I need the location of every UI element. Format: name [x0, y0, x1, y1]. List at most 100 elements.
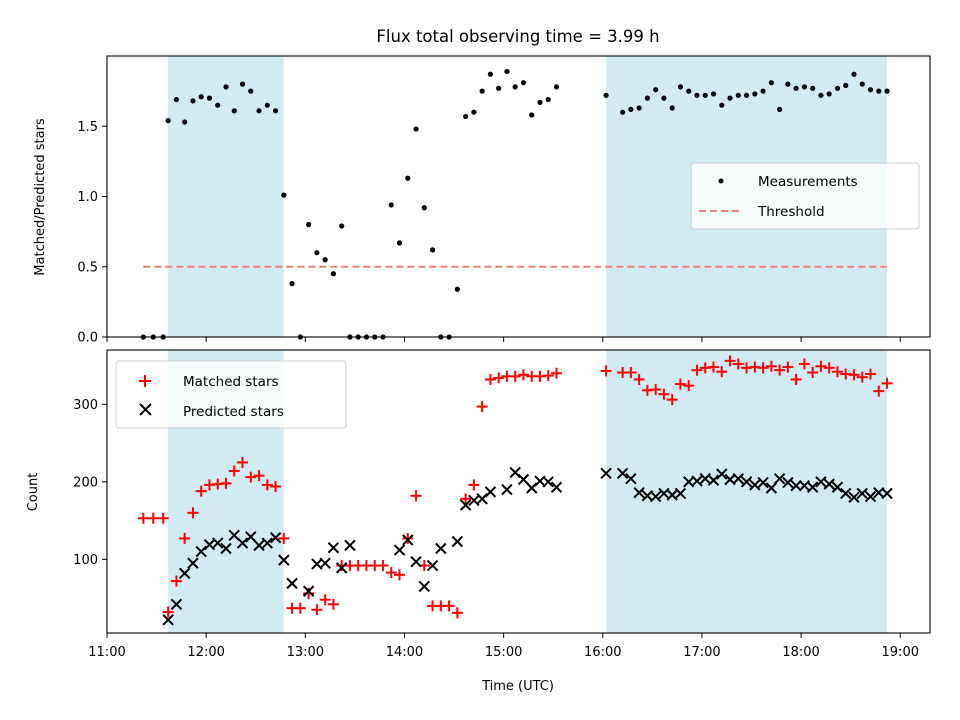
matched-star-point — [658, 388, 670, 400]
matched-star-point — [732, 358, 744, 370]
matched-star-point — [509, 370, 521, 382]
matched-star-point — [179, 532, 191, 544]
predicted-star-point — [864, 490, 877, 503]
predicted-star-point — [649, 490, 662, 503]
top-legend: Measurements Threshold — [690, 162, 920, 230]
measurement-point — [487, 71, 494, 77]
measurement-point — [620, 109, 626, 115]
matched-star-point — [385, 567, 397, 579]
predicted-star-point — [393, 544, 406, 556]
measurement-point — [463, 113, 469, 120]
bottom-axes: 100 200 300 11:00 12:00 13:00 14:00 15:00 16:00 1… — [73, 349, 931, 660]
measurement-point — [686, 88, 692, 94]
measurement-point — [545, 96, 551, 103]
matched-star-point — [815, 360, 827, 372]
top-panel: 0.0 0.5 1.0 1.5 Matched/Predicted stars Mea… — [33, 55, 931, 346]
matched-star-point — [319, 594, 331, 606]
matched-star-point — [270, 480, 282, 492]
matched-star-point — [757, 362, 769, 374]
matched-star-point — [600, 365, 612, 377]
measurement-point — [239, 81, 246, 87]
measurement-point — [752, 91, 758, 97]
predicted-star-point — [435, 542, 447, 555]
predicted-star-point — [187, 557, 199, 569]
measurement-point — [801, 84, 808, 90]
x-tick-label: 14:00 — [386, 645, 423, 660]
measurement-point — [702, 92, 708, 98]
measurement-point — [884, 88, 890, 94]
measurement-point — [851, 71, 857, 77]
matched-star-point — [451, 607, 463, 619]
measurement-point — [529, 112, 535, 118]
matched-star-point — [237, 456, 249, 468]
measurement-point — [215, 102, 221, 108]
predicted-star-point — [757, 476, 769, 489]
matched-star-point — [261, 479, 273, 491]
predicted-star-point — [517, 473, 530, 486]
predicted-star-point — [749, 479, 761, 491]
predicted-star-point — [269, 531, 282, 544]
matched-star-point — [443, 600, 455, 612]
matched-star-point — [147, 512, 159, 524]
predicted-star-point — [170, 598, 183, 611]
predicted-star-point — [410, 555, 422, 568]
predicted-star-point — [426, 559, 439, 572]
measurement-point — [429, 247, 436, 253]
matched-star-point — [410, 490, 422, 502]
measurement-point — [768, 80, 774, 86]
matched-star-point — [782, 361, 794, 373]
top-shade-0 — [168, 56, 284, 337]
measurement-point — [281, 192, 287, 198]
x-tick-label: 15:00 — [485, 645, 522, 660]
predicted-star-point — [773, 472, 786, 485]
matched-star-point — [228, 465, 240, 477]
measurement-point — [743, 92, 750, 98]
predicted-star-point — [625, 472, 637, 485]
measurement-point — [694, 92, 700, 98]
predicted-star-point — [451, 535, 464, 548]
measurement-point — [735, 92, 741, 98]
predicted-star-point — [707, 474, 720, 486]
measurement-point — [206, 95, 213, 101]
predicted-star-point — [335, 562, 348, 574]
predicted-star-point — [782, 476, 794, 489]
measurement-point — [306, 222, 312, 228]
matched-star-point — [402, 532, 414, 544]
matched-star-point — [253, 470, 265, 482]
predicted-star-point — [691, 475, 703, 487]
predicted-star-point — [501, 483, 513, 496]
predicted-star-point — [302, 585, 315, 597]
bottom-y-tick-label: 200 — [73, 475, 98, 490]
measurement-point — [876, 88, 882, 94]
measurement-point — [190, 98, 196, 104]
matched-star-point — [377, 560, 389, 572]
measurement-point — [454, 286, 460, 292]
predicted-star-point — [881, 487, 893, 500]
matched-star-point — [187, 507, 199, 519]
measurement-point — [405, 175, 411, 181]
legend-threshold-label: Threshold — [757, 204, 825, 220]
x-tick-label: 11:00 — [88, 645, 125, 660]
measurement-point — [636, 105, 642, 111]
measurement-point — [339, 223, 345, 229]
measurement-point — [471, 109, 477, 115]
predicted-star-point — [848, 491, 860, 504]
measurement-point — [669, 105, 675, 111]
matched-star-point — [220, 477, 232, 489]
top-axes: 0.0 0.5 1.0 1.5 — [77, 55, 931, 346]
matched-star-point — [650, 384, 662, 396]
measurement-point — [322, 257, 328, 263]
matched-star-point — [708, 361, 720, 373]
x-axis-label: Time (UTC) — [481, 679, 554, 694]
measurement-point — [504, 68, 510, 75]
measurement-point — [165, 118, 171, 124]
measurement-point — [272, 108, 279, 114]
predicted-stars-points — [162, 466, 893, 626]
predicted-star-point — [319, 557, 331, 569]
measurement-point — [314, 250, 320, 256]
measurement-point — [859, 81, 865, 87]
bottom-legend-box — [115, 360, 347, 429]
measurement-point — [182, 119, 188, 125]
top-y-tick-label: 1.0 — [77, 190, 98, 205]
